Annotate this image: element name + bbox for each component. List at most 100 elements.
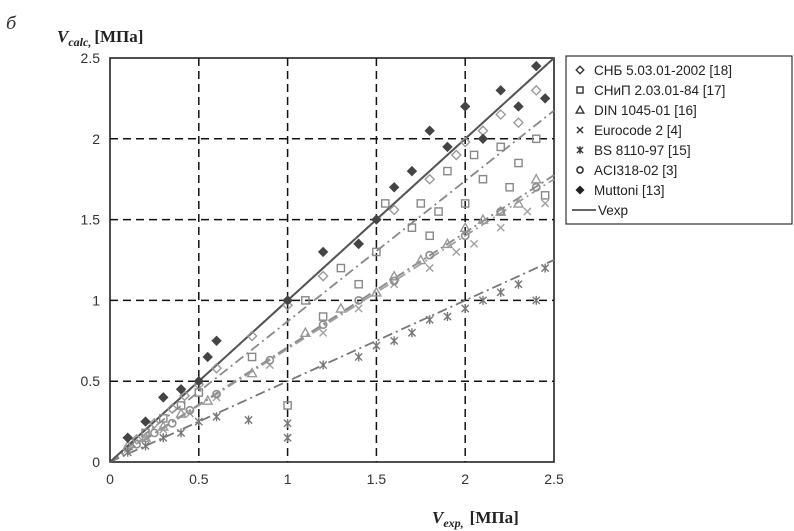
legend-marker xyxy=(575,185,585,195)
data-point xyxy=(141,441,150,451)
y-axis-sub: calc, xyxy=(68,35,91,49)
data-point xyxy=(477,133,489,145)
legend-label: ACI318-02 [3] xyxy=(594,163,677,178)
data-point xyxy=(354,352,363,362)
legend-marker xyxy=(575,104,585,114)
data-point xyxy=(148,417,160,429)
data-point xyxy=(496,287,505,297)
legend-item: СНиП 2.03.01-84 [17] xyxy=(576,83,725,98)
x-axis-unit: [МПа] xyxy=(470,508,519,527)
legend-label: BS 8110-97 [15] xyxy=(594,143,691,158)
y-axis-title: Vcalc, [МПа] xyxy=(57,27,143,49)
data-point xyxy=(159,433,168,443)
data-point xyxy=(389,276,399,286)
legend-label: СНиП 2.03.01-84 [17] xyxy=(594,83,725,98)
data-point xyxy=(354,295,364,305)
data-point xyxy=(459,101,471,112)
data-point xyxy=(523,207,532,216)
vexp-line xyxy=(109,57,555,463)
data-point xyxy=(459,136,471,148)
x-tick-label: 0 xyxy=(106,471,114,487)
data-point xyxy=(372,247,381,257)
data-point xyxy=(380,199,390,208)
data-point xyxy=(530,84,542,96)
data-point xyxy=(141,433,150,442)
data-point xyxy=(265,355,275,365)
data-point xyxy=(390,336,399,346)
data-point xyxy=(416,199,426,208)
x-tick-label: 0.5 xyxy=(189,471,209,487)
data-point xyxy=(443,166,452,176)
data-point xyxy=(335,302,347,313)
data-point xyxy=(539,93,551,104)
data-point xyxy=(283,418,292,428)
data-point xyxy=(425,315,434,325)
data-point xyxy=(532,295,541,305)
y-tick-label: 1 xyxy=(92,292,100,308)
legend-item: СНБ 5.03.01-2002 [18] xyxy=(575,63,732,78)
data-point xyxy=(496,223,505,232)
trend-line xyxy=(109,259,555,463)
data-point xyxy=(443,312,452,322)
x-tick-label: 2 xyxy=(461,471,469,487)
legend-marker xyxy=(576,126,584,134)
data-point xyxy=(175,407,187,418)
data-point xyxy=(425,231,434,241)
data-point xyxy=(371,214,382,225)
data-point xyxy=(425,250,435,260)
data-point xyxy=(140,416,151,427)
data-point xyxy=(372,341,381,351)
data-point xyxy=(434,207,443,216)
data-point xyxy=(496,142,506,152)
data-point xyxy=(514,279,523,289)
data-point xyxy=(541,199,550,208)
y-tick-label: 0.5 xyxy=(81,373,101,389)
data-point xyxy=(185,405,195,415)
x-axis-var: V xyxy=(432,508,445,527)
data-point xyxy=(354,304,363,313)
data-point xyxy=(461,303,470,313)
data-point xyxy=(478,295,488,305)
y-tick-label: 0 xyxy=(92,454,100,470)
data-point xyxy=(441,237,454,249)
data-point xyxy=(531,60,542,72)
data-point xyxy=(442,141,453,153)
data-point xyxy=(514,158,523,168)
data-point xyxy=(301,296,310,305)
data-point xyxy=(388,270,400,281)
x-tick-label: 2.5 xyxy=(544,471,564,487)
legend-marker xyxy=(576,166,584,174)
data-point xyxy=(424,125,435,136)
data-point xyxy=(246,367,258,378)
data-point xyxy=(319,328,328,337)
data-point xyxy=(194,417,203,427)
data-point xyxy=(336,263,346,273)
data-point xyxy=(149,428,159,438)
data-point xyxy=(354,279,363,289)
data-point xyxy=(531,182,541,192)
data-point xyxy=(283,433,292,443)
y-tick-label: 2 xyxy=(92,131,100,147)
data-point xyxy=(141,428,150,438)
data-point xyxy=(317,246,329,258)
data-point xyxy=(212,389,221,399)
x-tick-label: 1.5 xyxy=(367,471,387,487)
panel-label: б xyxy=(6,14,17,34)
data-point xyxy=(406,165,418,177)
data-point xyxy=(166,403,178,415)
data-point xyxy=(495,109,507,121)
data-point xyxy=(318,320,328,330)
data-point xyxy=(459,221,471,232)
y-axis-unit: [МПа] xyxy=(94,27,143,46)
x-axis-title: Vexp, [МПа] xyxy=(432,508,519,530)
legend-label: Muttoni [13] xyxy=(594,183,665,198)
data-point xyxy=(424,173,436,185)
data-point xyxy=(159,425,168,434)
data-point xyxy=(194,388,204,397)
data-point xyxy=(131,433,143,445)
legend-label: СНБ 5.03.01-2002 [18] xyxy=(594,63,732,78)
data-point xyxy=(247,352,257,362)
data-point xyxy=(246,330,258,342)
data-point xyxy=(370,286,383,297)
